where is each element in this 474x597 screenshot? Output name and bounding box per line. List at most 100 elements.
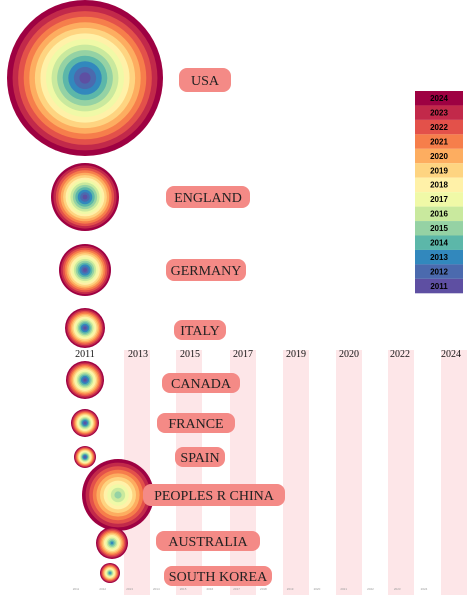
legend-year-label: 2024 <box>430 94 448 103</box>
bubble-ring <box>84 422 86 424</box>
label-france: FRANCE <box>157 413 235 433</box>
legend-year-label: 2020 <box>430 152 448 161</box>
bubble-spain <box>74 446 96 468</box>
legend-swatch-2019 <box>415 163 463 178</box>
legend-swatch-2014 <box>415 235 463 250</box>
bottom-axis-year-label: 2024 <box>421 587 428 591</box>
legend-swatch-2023 <box>415 105 463 120</box>
country-label-bg <box>157 413 235 433</box>
bubble-ring <box>84 456 86 458</box>
bottom-axis-year-label: 2016 <box>207 587 214 591</box>
country-label-bg <box>174 320 226 340</box>
legend-year-label: 2022 <box>430 123 448 132</box>
legend-year-label: 2011 <box>430 282 448 291</box>
label-canada: CANADA <box>162 373 240 393</box>
legend-year-label: 2014 <box>430 239 448 248</box>
legend-swatch-2011 <box>415 278 463 294</box>
country-label-text: ENGLAND <box>174 191 242 206</box>
bottom-axis-year-label: 2015 <box>180 587 187 591</box>
top-axis-year-label: 2015 <box>180 349 200 360</box>
label-spain: SPAIN <box>175 447 225 467</box>
country-label-bg <box>143 484 285 506</box>
legend-year-label: 2023 <box>430 108 448 117</box>
top-axis-year-label: 2017 <box>233 349 253 360</box>
bubble-south-korea <box>100 563 120 583</box>
country-bubbles <box>7 0 163 583</box>
country-labels: USA ENGLAND GERMANY ITALY CANADA FRANCE SPAIN P… <box>143 68 285 586</box>
top-year-axis: 2011 2013 2015 2017 2019 2020 2022 2024 <box>75 349 461 360</box>
legend-swatch-2020 <box>415 148 463 164</box>
bottom-axis-year-label: 2020 <box>314 587 321 591</box>
bottom-axis-year-label: 2019 <box>287 587 294 591</box>
bubble-ring <box>110 541 114 545</box>
bottom-axis-year-label: 2011 <box>73 587 80 591</box>
bubble-ring <box>83 378 87 382</box>
label-australia: AUSTRALIA <box>156 531 260 551</box>
country-label-text: PEOPLES R CHINA <box>154 489 275 504</box>
country-label-text: GERMANY <box>171 264 242 279</box>
country-label-text: SOUTH KOREA <box>169 570 268 585</box>
legend-swatch-2012 <box>415 264 463 279</box>
country-label-bg <box>164 566 272 586</box>
bottom-axis-year-label: 2023 <box>394 587 401 591</box>
year-stripe <box>336 350 362 595</box>
legend-swatch-2015 <box>415 221 463 236</box>
legend-swatch-2013 <box>415 249 463 265</box>
legend-year-label: 2013 <box>430 253 448 262</box>
bottom-axis-year-label: 2013 <box>126 587 133 591</box>
country-label-bg <box>162 373 240 393</box>
bubble-ring <box>114 491 122 499</box>
top-axis-year-label: 2020 <box>339 349 359 360</box>
legend-year-label: 2019 <box>430 166 448 175</box>
top-axis-year-label: 2019 <box>286 349 306 360</box>
bottom-year-axis: 2011 2012 2013 2014 2015 2016 2017 2018 2019 2020… <box>73 587 428 591</box>
bubble-ring <box>109 572 111 574</box>
label-peoples-r-china: PEOPLES R CHINA <box>143 484 285 506</box>
legend-year-label: 2016 <box>430 210 448 219</box>
legend-year-label: 2017 <box>430 195 448 204</box>
label-usa: USA <box>179 68 231 92</box>
legend-swatch-2017 <box>415 192 463 207</box>
bubble-england <box>51 163 119 231</box>
legend-year-label: 2012 <box>430 267 448 276</box>
legend-year-label: 2018 <box>430 181 448 190</box>
bubble-germany <box>59 244 111 296</box>
legend-swatch-2016 <box>415 206 463 222</box>
top-axis-year-label: 2024 <box>441 349 461 360</box>
country-label-bg <box>175 447 225 467</box>
top-axis-year-label: 2022 <box>390 349 410 360</box>
bubble-ring <box>82 194 88 200</box>
legend-swatch-2021 <box>415 134 463 149</box>
bottom-axis-year-label: 2022 <box>367 587 374 591</box>
year-stripe <box>388 350 414 595</box>
country-label-bg <box>156 531 260 551</box>
bottom-axis-year-label: 2014 <box>153 587 160 591</box>
country-label-text: AUSTRALIA <box>168 535 248 550</box>
bubble-ring <box>83 268 87 272</box>
label-italy: ITALY <box>174 320 226 340</box>
country-label-text: CANADA <box>171 377 232 392</box>
bottom-axis-year-label: 2017 <box>233 587 240 591</box>
legend-year-label: 2015 <box>430 224 448 233</box>
country-label-bg <box>166 259 246 281</box>
bubble-france <box>71 409 99 437</box>
year-color-legend: 2024 2023 2022 2021 2020 2019 2018 2017 2016 2015… <box>415 91 463 294</box>
label-south-korea: SOUTH KOREA <box>164 566 272 586</box>
label-england: ENGLAND <box>166 186 250 208</box>
year-stripe <box>283 350 309 595</box>
bubble-ring <box>79 72 91 84</box>
bottom-axis-year-label: 2021 <box>340 587 347 591</box>
year-stripe <box>441 350 467 595</box>
country-label-text: SPAIN <box>180 451 219 466</box>
bubble-italy <box>65 308 105 348</box>
bubble-canada <box>66 361 104 399</box>
bubble-australia <box>96 527 128 559</box>
label-germany: GERMANY <box>166 259 246 281</box>
legend-year-label: 2021 <box>430 137 448 146</box>
top-axis-year-label: 2011 <box>75 349 95 360</box>
bubble-ring <box>83 326 87 330</box>
bubble-peoples-r-china <box>82 459 154 531</box>
country-label-text: ITALY <box>180 324 219 339</box>
top-axis-year-label: 2013 <box>128 349 148 360</box>
